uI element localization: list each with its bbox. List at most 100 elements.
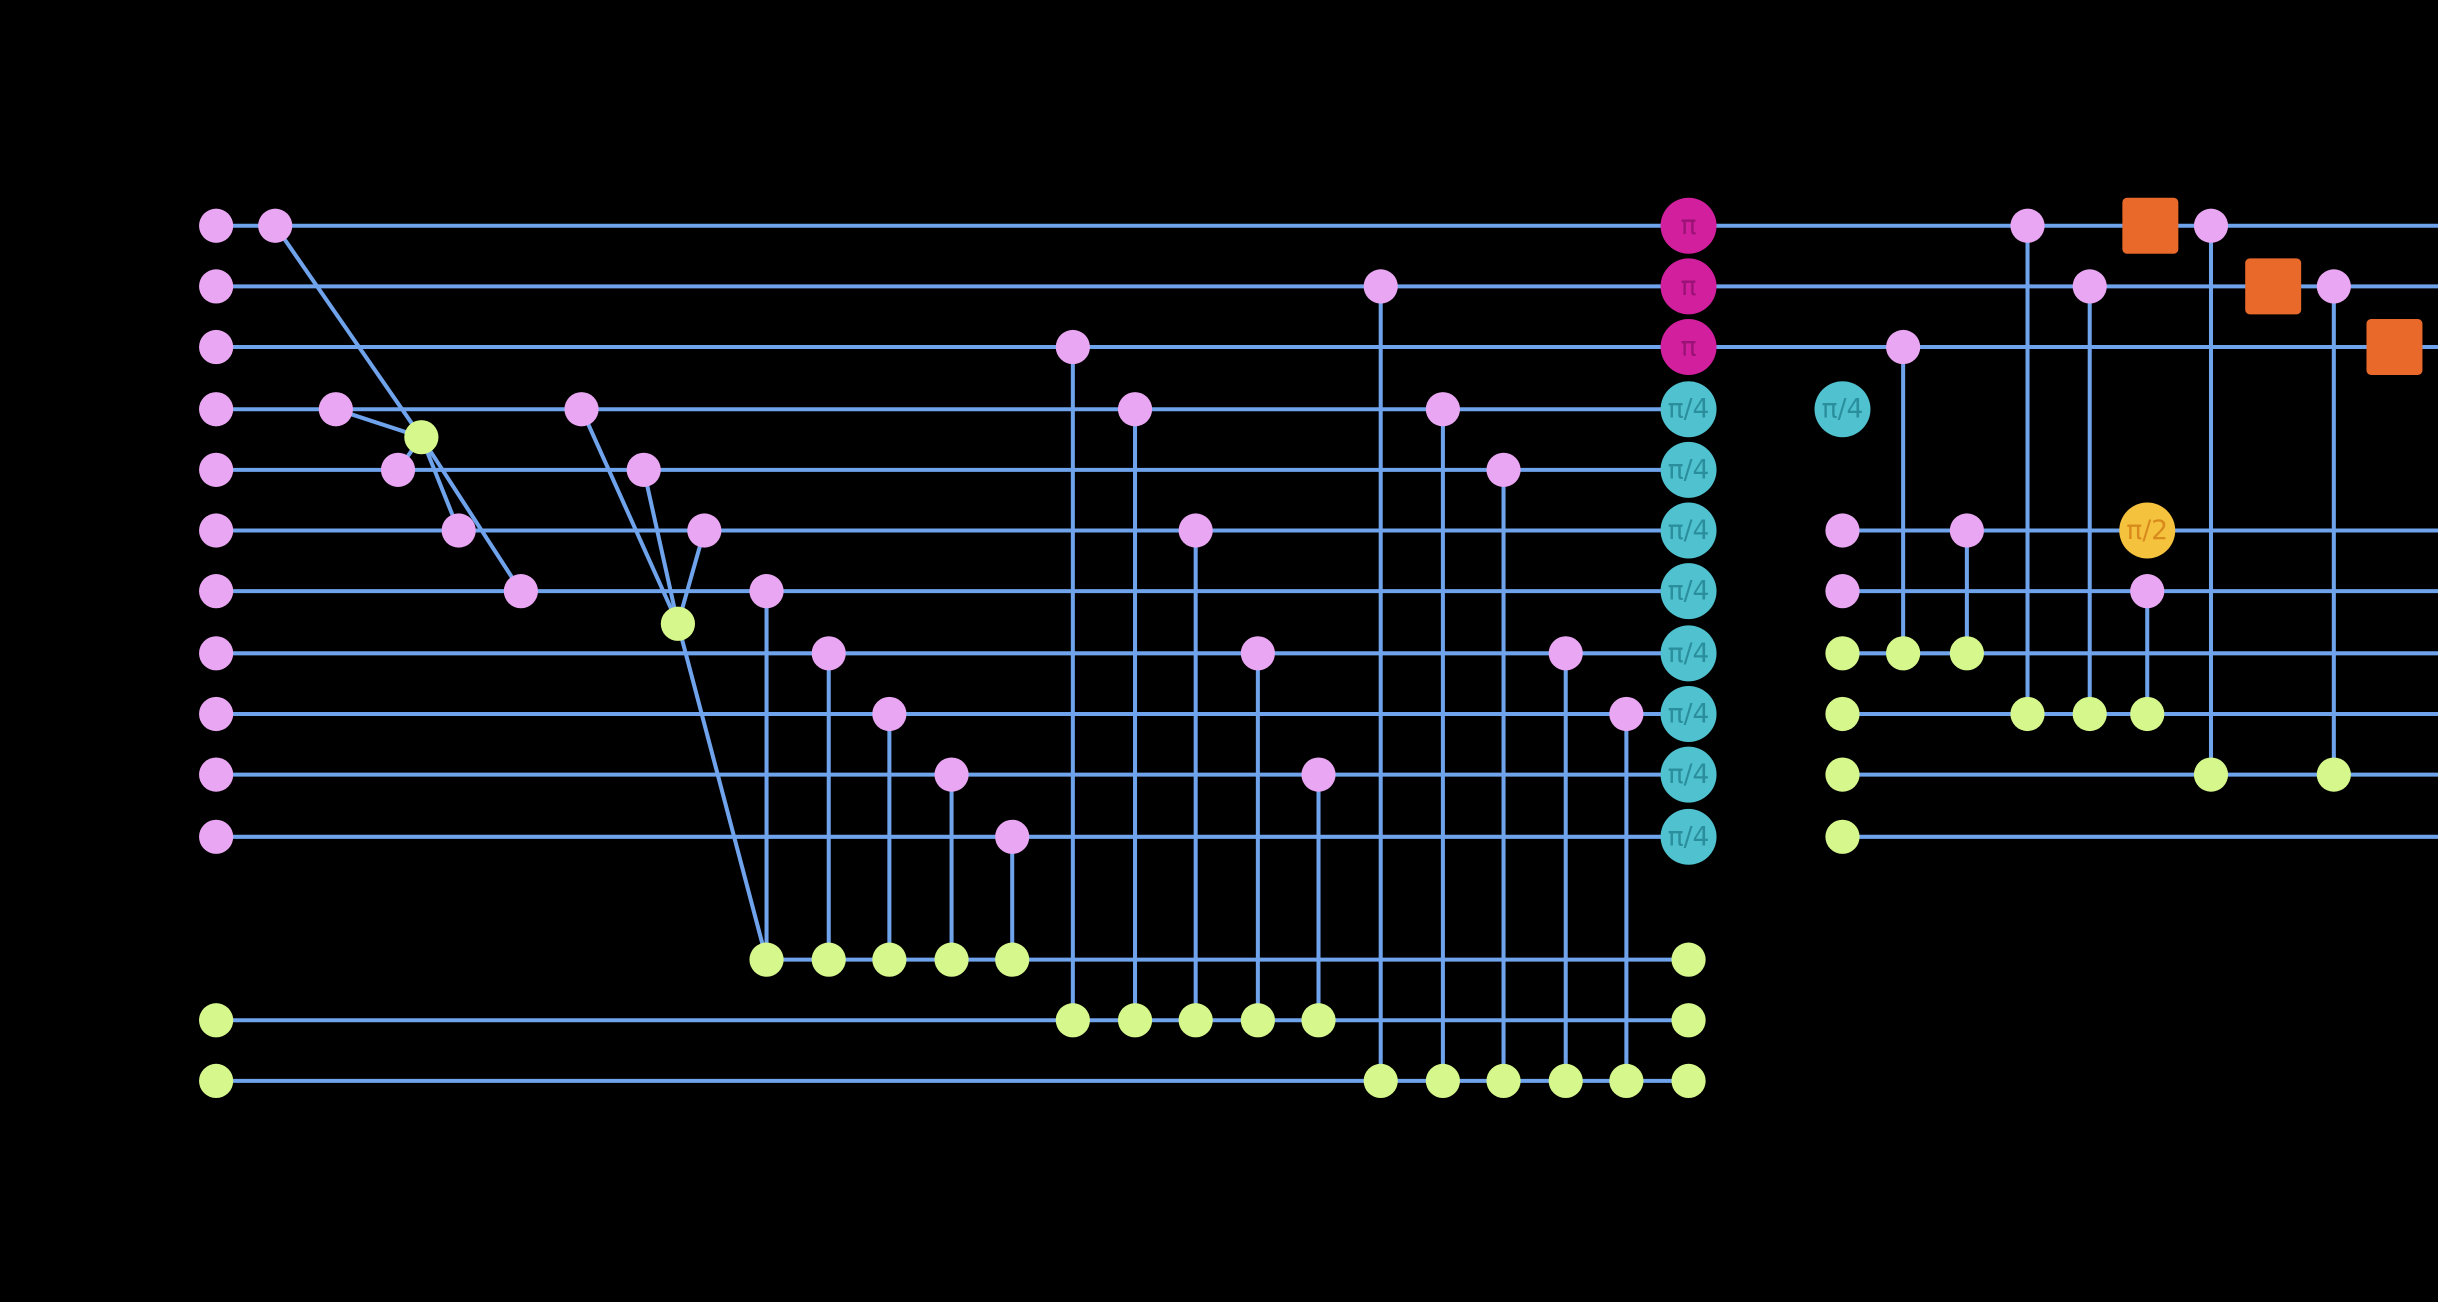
x-spider (1486, 1063, 1521, 1099)
x-spider (1671, 1063, 1706, 1099)
phase-spider (1660, 808, 1717, 865)
x-spider (934, 942, 969, 977)
x-spider (2072, 696, 2107, 732)
phase-spider (1814, 381, 1871, 438)
x-spider (2193, 757, 2229, 792)
phase-label: π/4 (1668, 698, 1710, 729)
z-spider (2072, 269, 2107, 304)
x-spider (995, 942, 1030, 977)
z-spider (1886, 329, 1921, 365)
z-spider (2010, 208, 2045, 243)
phase-spider (1660, 381, 1717, 438)
z-spider (2316, 269, 2351, 304)
x-spider (1363, 1063, 1398, 1099)
z-spider (199, 819, 234, 854)
z-spider (1825, 513, 1860, 548)
z-spider (1548, 636, 1583, 671)
x-spider (2316, 757, 2351, 792)
phase-label: π/4 (1668, 394, 1710, 425)
z-spider (1609, 696, 1644, 732)
x-spider (872, 942, 907, 977)
wire (419, 436, 523, 593)
z-spider (1949, 513, 1984, 548)
phase-spider (1660, 502, 1717, 559)
z-spider (199, 574, 234, 609)
phase-spider (1660, 441, 1717, 498)
phase-label: π/4 (1668, 515, 1710, 546)
phase-label: π (1681, 210, 1697, 241)
phase-label: π/2 (2126, 515, 2168, 546)
phase-label: π (1681, 332, 1697, 363)
z-spider (199, 452, 234, 487)
z-spider (1055, 329, 1090, 365)
phase-spider (1660, 746, 1717, 803)
z-spider (441, 513, 476, 548)
z-spider (1117, 392, 1153, 427)
hadamard-box (2122, 197, 2179, 254)
wire (273, 224, 424, 439)
z-spider (199, 392, 234, 427)
z-spider (1240, 636, 1275, 671)
z-spider (626, 452, 661, 487)
z-spider (380, 452, 416, 487)
z-spider (749, 574, 784, 609)
x-spider (1886, 636, 1921, 671)
z-spider (687, 513, 722, 548)
phase-label: π/4 (1822, 394, 1864, 425)
z-spider (199, 757, 234, 792)
x-spider (199, 1063, 234, 1099)
z-spider (934, 757, 969, 792)
phase-spider (2119, 502, 2176, 559)
x-spider (1178, 1003, 1213, 1038)
phase-spider (1660, 685, 1717, 742)
phase-label: π/4 (1668, 454, 1710, 485)
z-spider (199, 269, 234, 304)
x-spider (1671, 942, 1706, 977)
phase-label: π/4 (1668, 821, 1710, 852)
z-spider (258, 208, 293, 243)
x-spider (1425, 1063, 1461, 1099)
x-spider (749, 942, 784, 977)
phase-spider (1660, 319, 1717, 376)
phase-label: π (1681, 271, 1697, 302)
phase-spider (1660, 563, 1717, 620)
z-spider (1425, 392, 1461, 427)
x-spider (2010, 696, 2045, 732)
z-spider (872, 696, 907, 732)
x-spider (1825, 696, 1860, 732)
z-spider (2193, 208, 2229, 243)
x-spider (660, 606, 696, 641)
x-spider (1240, 1003, 1275, 1038)
x-spider (1825, 636, 1860, 671)
x-spider (1117, 1003, 1153, 1038)
z-spider (2130, 574, 2165, 609)
x-spider (1825, 819, 1860, 854)
z-spider (1486, 452, 1521, 487)
z-spider (1825, 574, 1860, 609)
z-spider (199, 636, 234, 671)
z-spider (1363, 269, 1398, 304)
x-spider (1548, 1063, 1583, 1099)
x-spider (404, 420, 439, 455)
z-spider (199, 208, 234, 243)
x-spider (1949, 636, 1984, 671)
phase-label: π/4 (1668, 759, 1710, 790)
z-spider (199, 513, 234, 548)
x-spider (1609, 1063, 1644, 1099)
wire (579, 408, 680, 625)
z-spider (564, 392, 599, 427)
x-spider (1825, 757, 1860, 792)
z-spider (199, 329, 234, 365)
wire (675, 623, 769, 961)
x-spider (811, 942, 846, 977)
x-spider (1671, 1003, 1706, 1038)
x-spider (199, 1003, 234, 1038)
phase-spider (1660, 197, 1717, 254)
phase-spider (1660, 625, 1717, 682)
z-spider (199, 696, 234, 732)
hadamard-box (2245, 258, 2302, 315)
z-spider (1301, 757, 1336, 792)
